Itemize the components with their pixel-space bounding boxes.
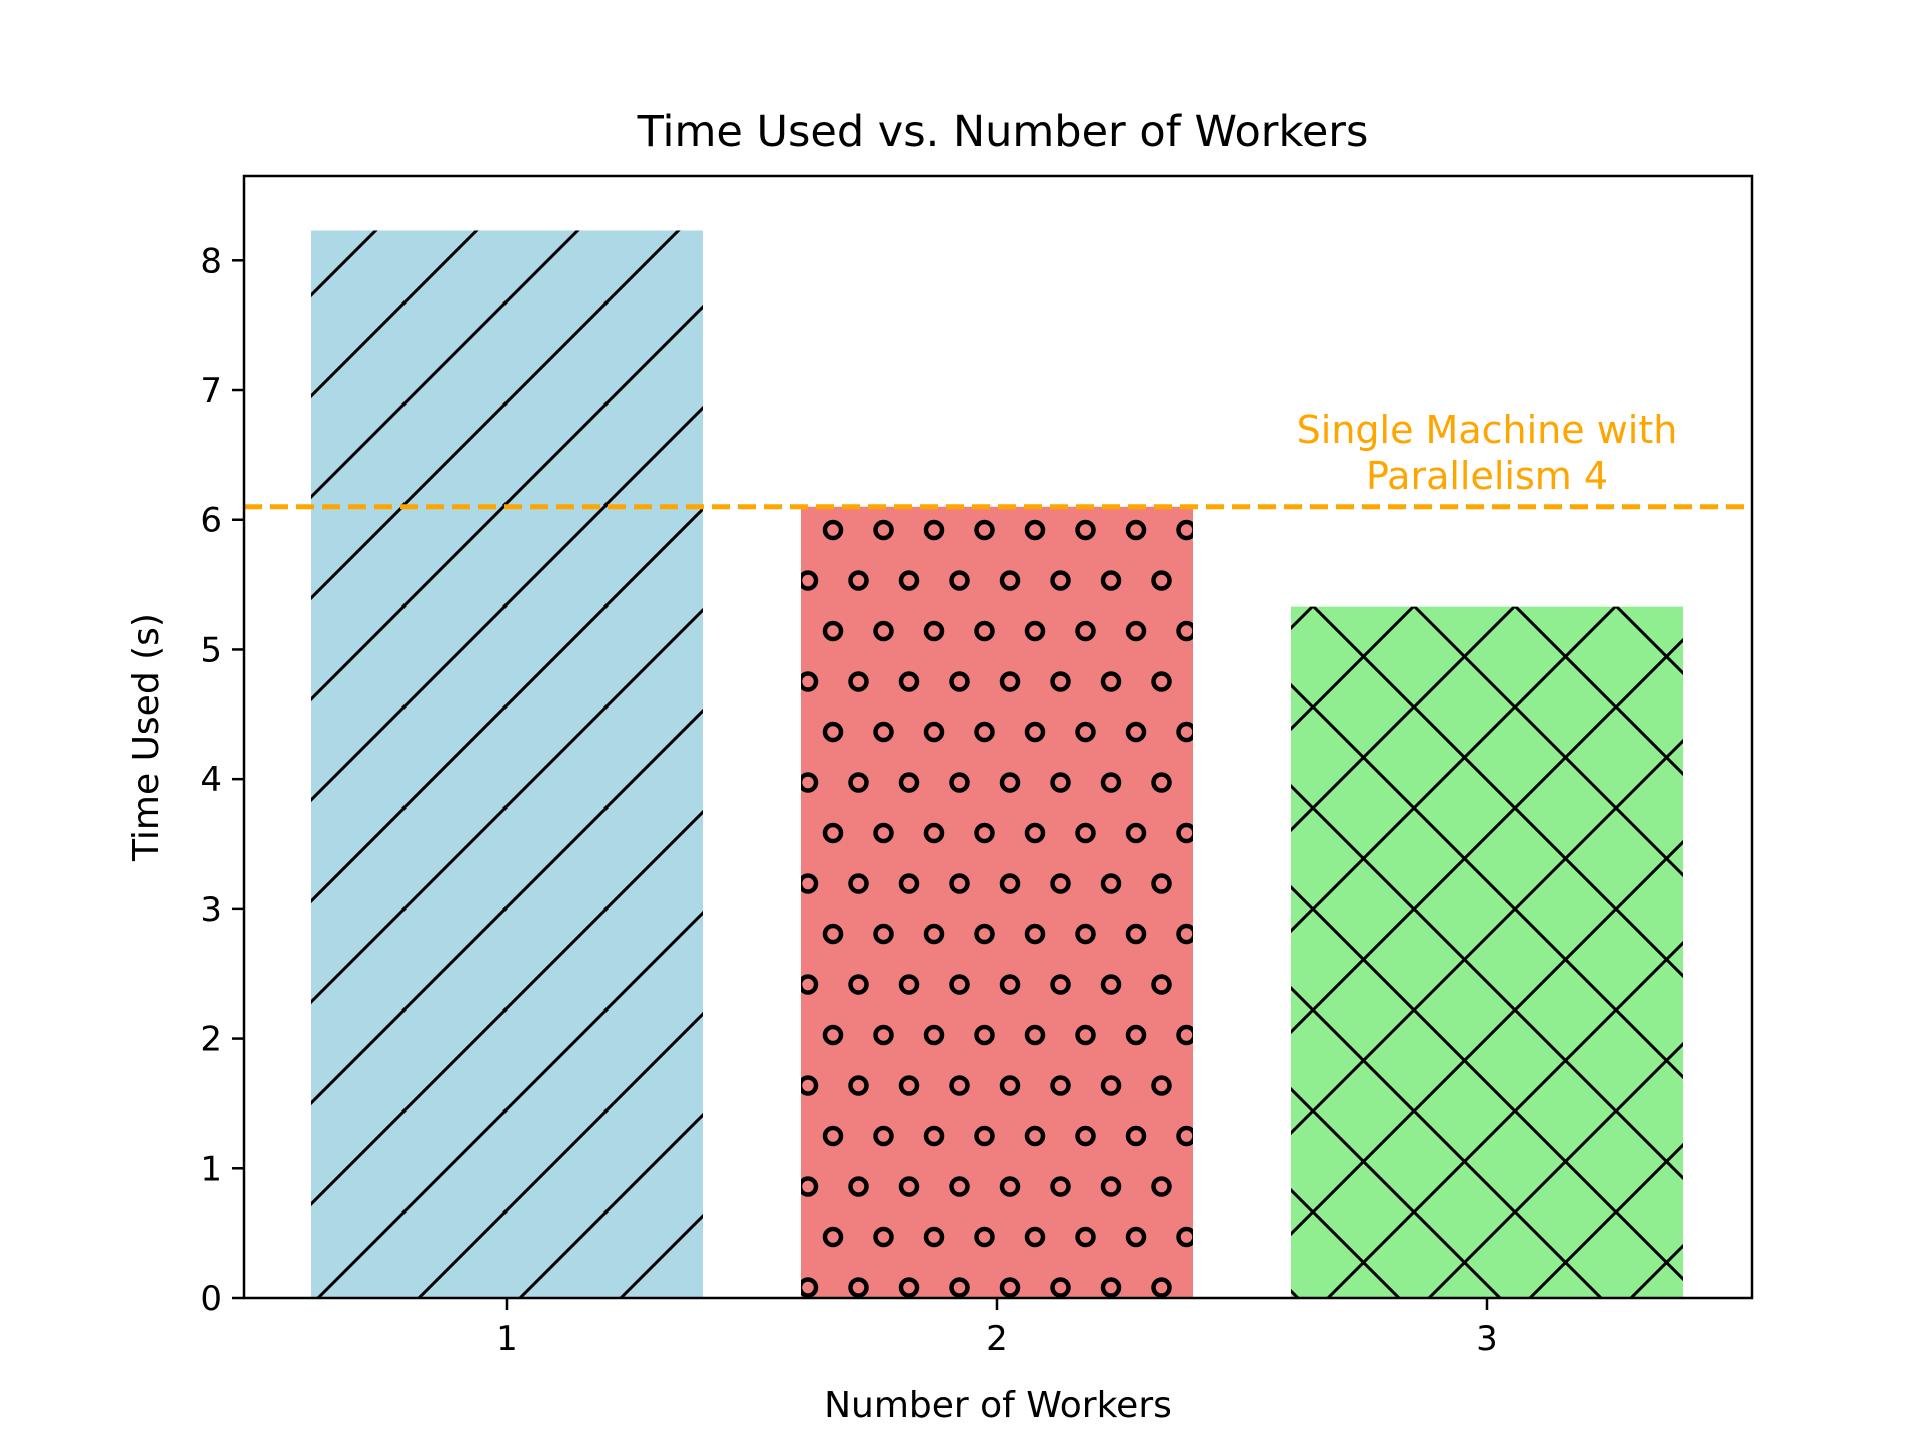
y-tick-label: 2: [200, 1020, 222, 1060]
y-axis: 0 1 2 3 4 5 6 7 8: [200, 241, 244, 1319]
x-tick-label: 3: [1476, 1319, 1498, 1359]
y-tick-label: 8: [200, 241, 222, 281]
bar-hatch-1: [311, 230, 703, 1298]
reference-line-label: Parallelism 4: [1366, 454, 1608, 498]
reference-line-label: Single Machine with: [1297, 408, 1678, 452]
y-tick-label: 6: [200, 501, 222, 541]
y-tick-label: 5: [200, 630, 222, 670]
x-axis-label: Number of Workers: [824, 1385, 1172, 1426]
bars-layer: [311, 230, 1683, 1298]
bar-hatch-2: [801, 506, 1193, 1298]
y-tick-label: 7: [200, 371, 222, 411]
x-tick-label: 2: [986, 1319, 1008, 1359]
y-tick-label: 4: [200, 760, 222, 800]
x-axis: 1 2 3: [496, 1298, 1498, 1359]
chart-title: Time Used vs. Number of Workers: [637, 107, 1369, 157]
y-tick-label: 3: [200, 890, 222, 930]
x-tick-label: 1: [496, 1319, 518, 1359]
y-tick-label: 0: [200, 1279, 222, 1319]
y-tick-label: 1: [200, 1149, 222, 1189]
bar-hatch-3: [1291, 606, 1683, 1298]
y-axis-label: Time Used (s): [126, 613, 167, 862]
